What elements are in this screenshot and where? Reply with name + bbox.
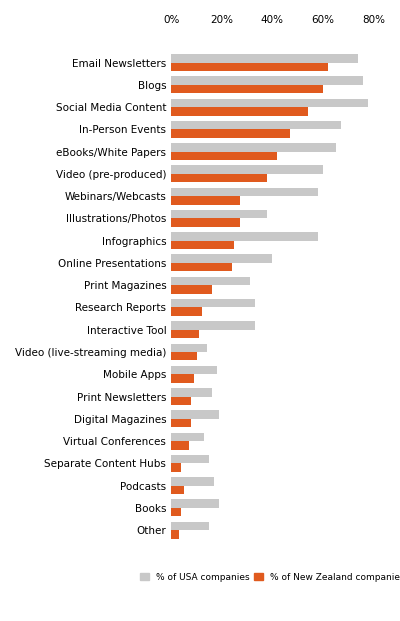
Bar (171, 76, 363, 85)
Bar (171, 143, 336, 152)
Bar (171, 285, 212, 294)
Bar (171, 174, 267, 183)
Bar (171, 63, 328, 71)
Bar (171, 307, 202, 316)
Bar (171, 152, 278, 160)
Bar (171, 219, 240, 227)
Bar (171, 241, 234, 249)
Bar (171, 255, 272, 263)
Bar (171, 277, 250, 285)
Bar (171, 499, 219, 508)
Bar (171, 196, 240, 204)
Bar (171, 397, 192, 405)
Bar (171, 455, 209, 463)
Legend: % of USA companies, % of New Zealand companies: % of USA companies, % of New Zealand com… (140, 573, 400, 582)
Bar (171, 165, 323, 174)
Bar (171, 410, 219, 419)
Bar (171, 99, 368, 107)
Bar (171, 388, 212, 397)
Bar (171, 232, 318, 241)
Bar (171, 85, 323, 93)
Bar (171, 129, 290, 138)
Bar (171, 263, 232, 271)
Bar (171, 419, 192, 427)
Bar (171, 121, 341, 129)
Bar (171, 299, 255, 307)
Bar (171, 463, 181, 472)
Bar (171, 522, 209, 530)
Bar (171, 210, 267, 219)
Bar (171, 441, 189, 450)
Bar (171, 486, 184, 494)
Bar (171, 330, 199, 338)
Bar (171, 107, 308, 116)
Bar (171, 54, 358, 63)
Bar (171, 374, 194, 383)
Bar (171, 188, 318, 196)
Bar (171, 321, 255, 330)
Bar (171, 477, 214, 486)
Bar (171, 530, 179, 538)
Bar (171, 433, 204, 441)
Bar (171, 366, 217, 374)
Bar (171, 508, 181, 517)
Bar (171, 343, 207, 352)
Bar (171, 352, 196, 361)
